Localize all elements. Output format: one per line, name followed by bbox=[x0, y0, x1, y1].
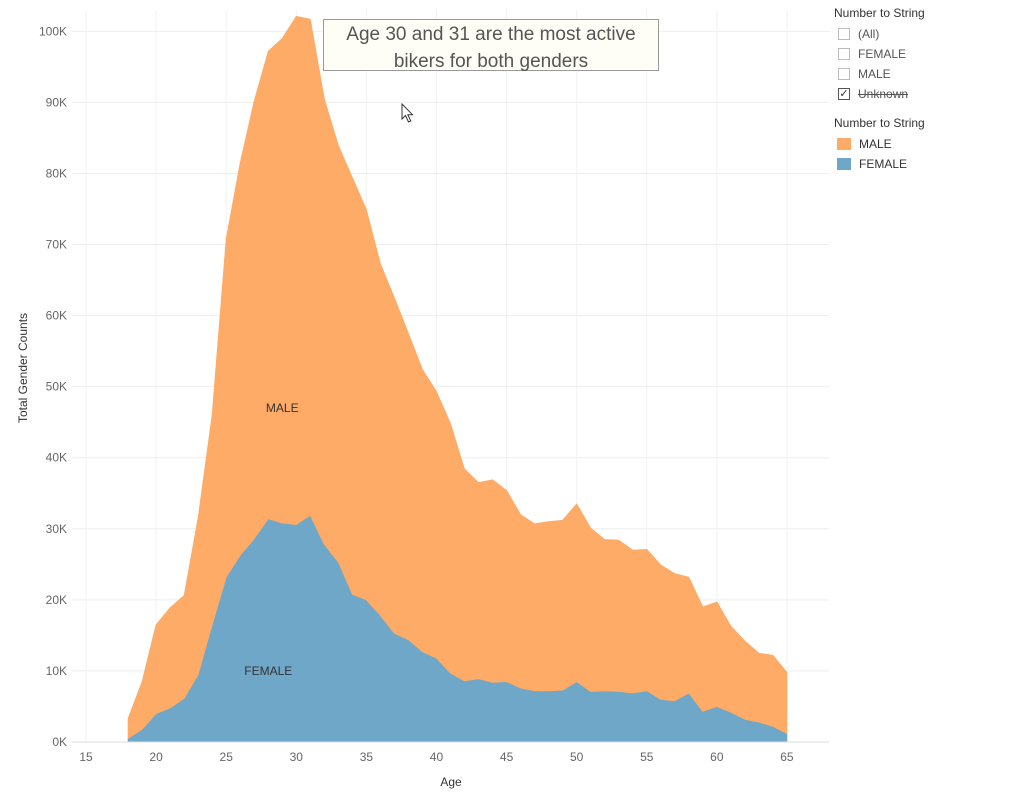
x-tick-label: 60 bbox=[710, 750, 724, 764]
color-legend-item-female[interactable]: FEMALE bbox=[834, 154, 1004, 174]
filter-item-unknown[interactable]: ✓ Unknown bbox=[834, 84, 1004, 104]
filter-item-male[interactable]: MALE bbox=[834, 64, 1004, 84]
color-legend-title: Number to String bbox=[834, 116, 925, 130]
y-tick-label: 40K bbox=[46, 451, 67, 465]
x-tick-label: 65 bbox=[780, 750, 794, 764]
area-label-female: FEMALE bbox=[244, 664, 292, 678]
y-tick-label: 50K bbox=[46, 380, 67, 394]
x-tick-label: 45 bbox=[500, 750, 514, 764]
filter-item-label: MALE bbox=[858, 67, 891, 81]
filter-checkbox[interactable] bbox=[838, 28, 850, 40]
x-tick-label: 30 bbox=[290, 750, 304, 764]
filter-list: (All) FEMALE MALE ✓ Unknown bbox=[834, 24, 1004, 104]
y-tick-label: 80K bbox=[46, 166, 67, 180]
y-tick-label: 100K bbox=[39, 24, 67, 38]
y-tick-label: 70K bbox=[46, 238, 67, 252]
x-tick-label: 55 bbox=[640, 750, 654, 764]
mouse-cursor-icon bbox=[401, 103, 414, 123]
filter-checkbox[interactable]: ✓ bbox=[838, 87, 850, 100]
x-axis-title: Age bbox=[440, 775, 462, 789]
x-tick-label: 40 bbox=[430, 750, 444, 764]
x-tick-label: 35 bbox=[360, 750, 374, 764]
legend-panel: Number to String (All) FEMALE MALE ✓ Unknown… bbox=[834, 6, 1004, 174]
y-tick-label: 90K bbox=[46, 95, 67, 109]
filter-item-label: FEMALE bbox=[858, 47, 907, 61]
annotation-text: Age 30 and 31 are the most active bikers… bbox=[346, 24, 636, 72]
annotation-box[interactable]: Age 30 and 31 are the most active bikers… bbox=[323, 19, 659, 72]
color-legend-list: MALE FEMALE bbox=[834, 134, 1004, 174]
color-legend-item-male[interactable]: MALE bbox=[834, 134, 1004, 154]
filter-checkbox[interactable] bbox=[838, 48, 850, 60]
y-tick-label: 10K bbox=[46, 664, 67, 678]
area-male bbox=[127, 15, 788, 739]
area-label-male: MALE bbox=[266, 401, 299, 415]
x-tick-label: 15 bbox=[79, 750, 93, 764]
x-tick-label: 25 bbox=[220, 750, 234, 764]
color-swatch bbox=[837, 158, 851, 170]
y-tick-label: 30K bbox=[46, 522, 67, 536]
y-axis-title: Total Gender Counts bbox=[16, 313, 30, 423]
filter-checkbox[interactable] bbox=[838, 68, 850, 80]
filter-item-all[interactable]: (All) bbox=[834, 24, 1004, 44]
x-tick-label: 20 bbox=[149, 750, 163, 764]
y-tick-label: 0K bbox=[52, 735, 67, 749]
color-legend-label: FEMALE bbox=[859, 157, 908, 171]
filter-item-female[interactable]: FEMALE bbox=[834, 44, 1004, 64]
filter-item-label: (All) bbox=[858, 27, 880, 41]
filter-title: Number to String bbox=[834, 6, 925, 20]
color-swatch bbox=[837, 138, 851, 150]
y-tick-label: 60K bbox=[46, 309, 67, 323]
y-tick-label: 20K bbox=[46, 593, 67, 607]
color-legend-label: MALE bbox=[859, 137, 892, 151]
x-tick-label: 50 bbox=[570, 750, 584, 764]
filter-item-label: Unknown bbox=[858, 87, 909, 101]
